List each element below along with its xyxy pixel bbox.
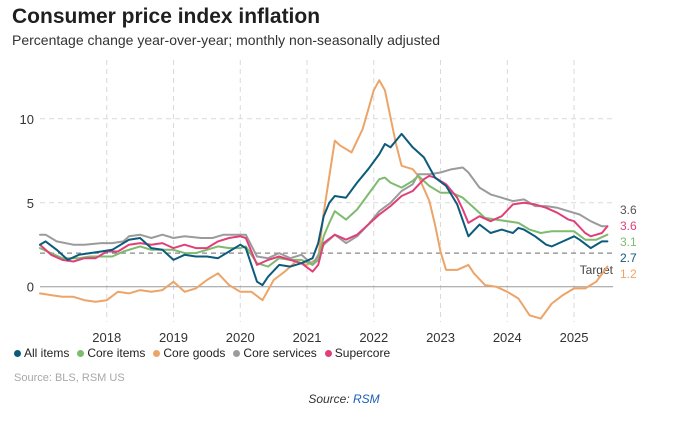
x-tick-label-2023: 2023: [426, 330, 455, 345]
chart-subtitle: Percentage change year-over-year; monthl…: [12, 32, 441, 48]
chart-legend: All items Core items Core goods Core ser…: [14, 346, 390, 360]
x-tick-label-2022: 2022: [359, 330, 388, 345]
legend-label-core-services: Core services: [243, 346, 317, 360]
end-label-all-items: 2.7: [620, 251, 637, 265]
y-tick-label-0: 0: [27, 280, 34, 295]
end-label-core-goods: 1.2: [620, 267, 637, 281]
x-tick-label-2025: 2025: [560, 330, 589, 345]
legend-marker-core-items: [77, 349, 85, 357]
end-label-core-items: 3.1: [620, 235, 637, 249]
target-line-label: Target: [580, 263, 614, 277]
x-tick-label-2021: 2021: [293, 330, 322, 345]
x-tick-label-2019: 2019: [159, 330, 188, 345]
x-tick-label-2024: 2024: [493, 330, 522, 345]
x-tick-label-2018: 2018: [92, 330, 121, 345]
caption-prefix: Source:: [308, 392, 350, 406]
legend-label-all-items: All items: [24, 346, 70, 360]
x-tick-label-2020: 2020: [226, 330, 255, 345]
series-line-all-items: [39, 132, 609, 287]
end-label-supercore: 3.6: [620, 219, 637, 233]
legend-label-core-items: Core items: [87, 346, 146, 360]
series-line-core-goods: [39, 79, 609, 320]
legend-marker-supercore: [324, 349, 332, 357]
legend-marker-core-services: [233, 349, 241, 357]
legend-marker-core-goods: [153, 349, 161, 357]
legend-item-core-services: Core services: [233, 346, 317, 360]
legend-item-core-items: Core items: [77, 346, 145, 360]
legend-item-supercore: Supercore: [324, 346, 391, 360]
legend-item-all-items: All items: [14, 346, 69, 360]
series-line-core-items: [39, 174, 609, 268]
caption-source-link[interactable]: RSM: [353, 392, 380, 406]
legend-marker-all-items: [14, 349, 21, 357]
legend-label-supercore: Supercore: [334, 346, 391, 360]
legend-label-core-goods: Core goods: [163, 346, 226, 360]
series-line-supercore: [39, 174, 609, 273]
figure-caption: Source: RSM: [0, 392, 688, 406]
source-note: Source: BLS, RSM US: [14, 372, 125, 384]
y-tick-label-5: 5: [27, 196, 34, 211]
y-tick-label-10: 10: [20, 112, 34, 127]
legend-item-core-goods: Core goods: [153, 346, 225, 360]
chart-title: Consumer price index inflation: [12, 5, 321, 28]
end-label-core-services: 3.6: [620, 203, 637, 217]
